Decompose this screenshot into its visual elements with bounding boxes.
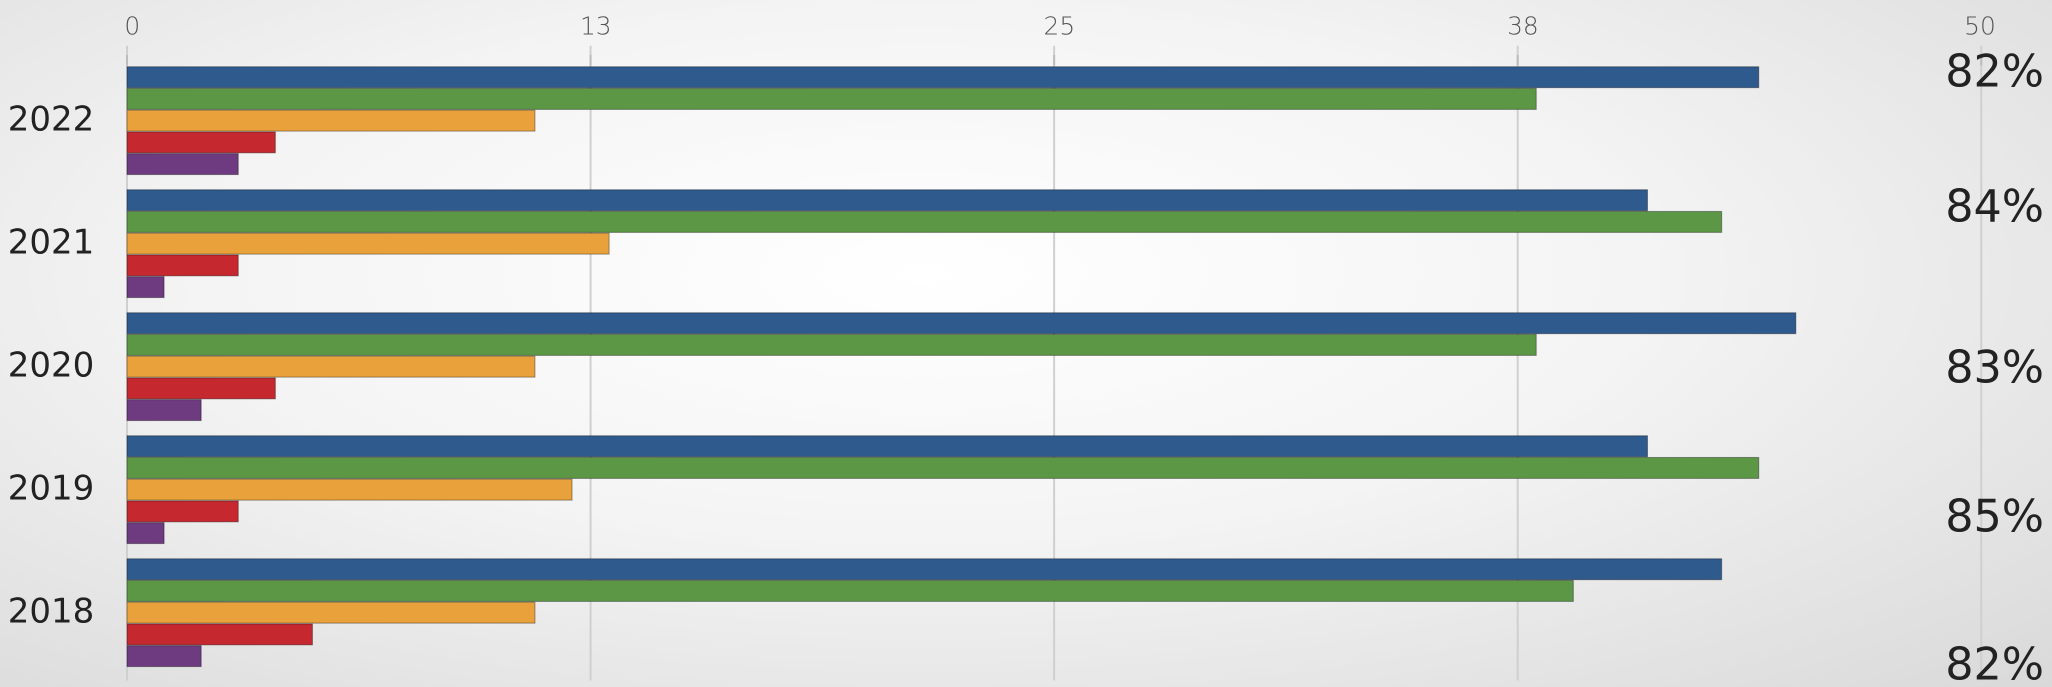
- category-label: 2018: [8, 592, 95, 632]
- x-tick-label: 13: [580, 11, 612, 40]
- x-tick-label: 38: [1507, 11, 1539, 40]
- bar: [126, 232, 610, 255]
- bar: [126, 601, 536, 624]
- annotation: 83%: [1945, 342, 2044, 393]
- bar: [126, 478, 573, 501]
- bar: [126, 558, 1723, 581]
- annotation: 82%: [1945, 639, 2044, 687]
- bar: [126, 312, 1797, 335]
- bar: [126, 435, 1649, 458]
- category-label: 2022: [8, 100, 95, 140]
- bar: [126, 456, 1760, 479]
- bar: [126, 333, 1537, 356]
- bar: [126, 153, 239, 176]
- bar: [126, 355, 536, 378]
- bar: [126, 109, 536, 132]
- x-tick-label: 50: [1964, 11, 1996, 40]
- annotation: 82%: [1945, 47, 2044, 98]
- bar: [126, 579, 1574, 602]
- bar: [126, 87, 1537, 110]
- bar: [126, 66, 1760, 89]
- category-label: 2020: [8, 346, 95, 386]
- bar: [126, 500, 239, 523]
- category-label: 2021: [8, 223, 95, 263]
- bar: [126, 645, 202, 668]
- bar: [126, 254, 239, 277]
- bar: [126, 522, 165, 545]
- category-label: 2019: [8, 469, 95, 509]
- bar: [126, 131, 276, 154]
- bar: [126, 399, 202, 422]
- x-tick-label: 25: [1044, 11, 1076, 40]
- annotation: 85%: [1945, 492, 2044, 543]
- x-tick-label: 0: [124, 11, 140, 40]
- annotation: 84%: [1945, 181, 2044, 232]
- bar: [126, 377, 276, 400]
- bar: [126, 210, 1723, 233]
- bar: [126, 189, 1649, 212]
- bar: [126, 276, 165, 299]
- bar: [126, 623, 313, 646]
